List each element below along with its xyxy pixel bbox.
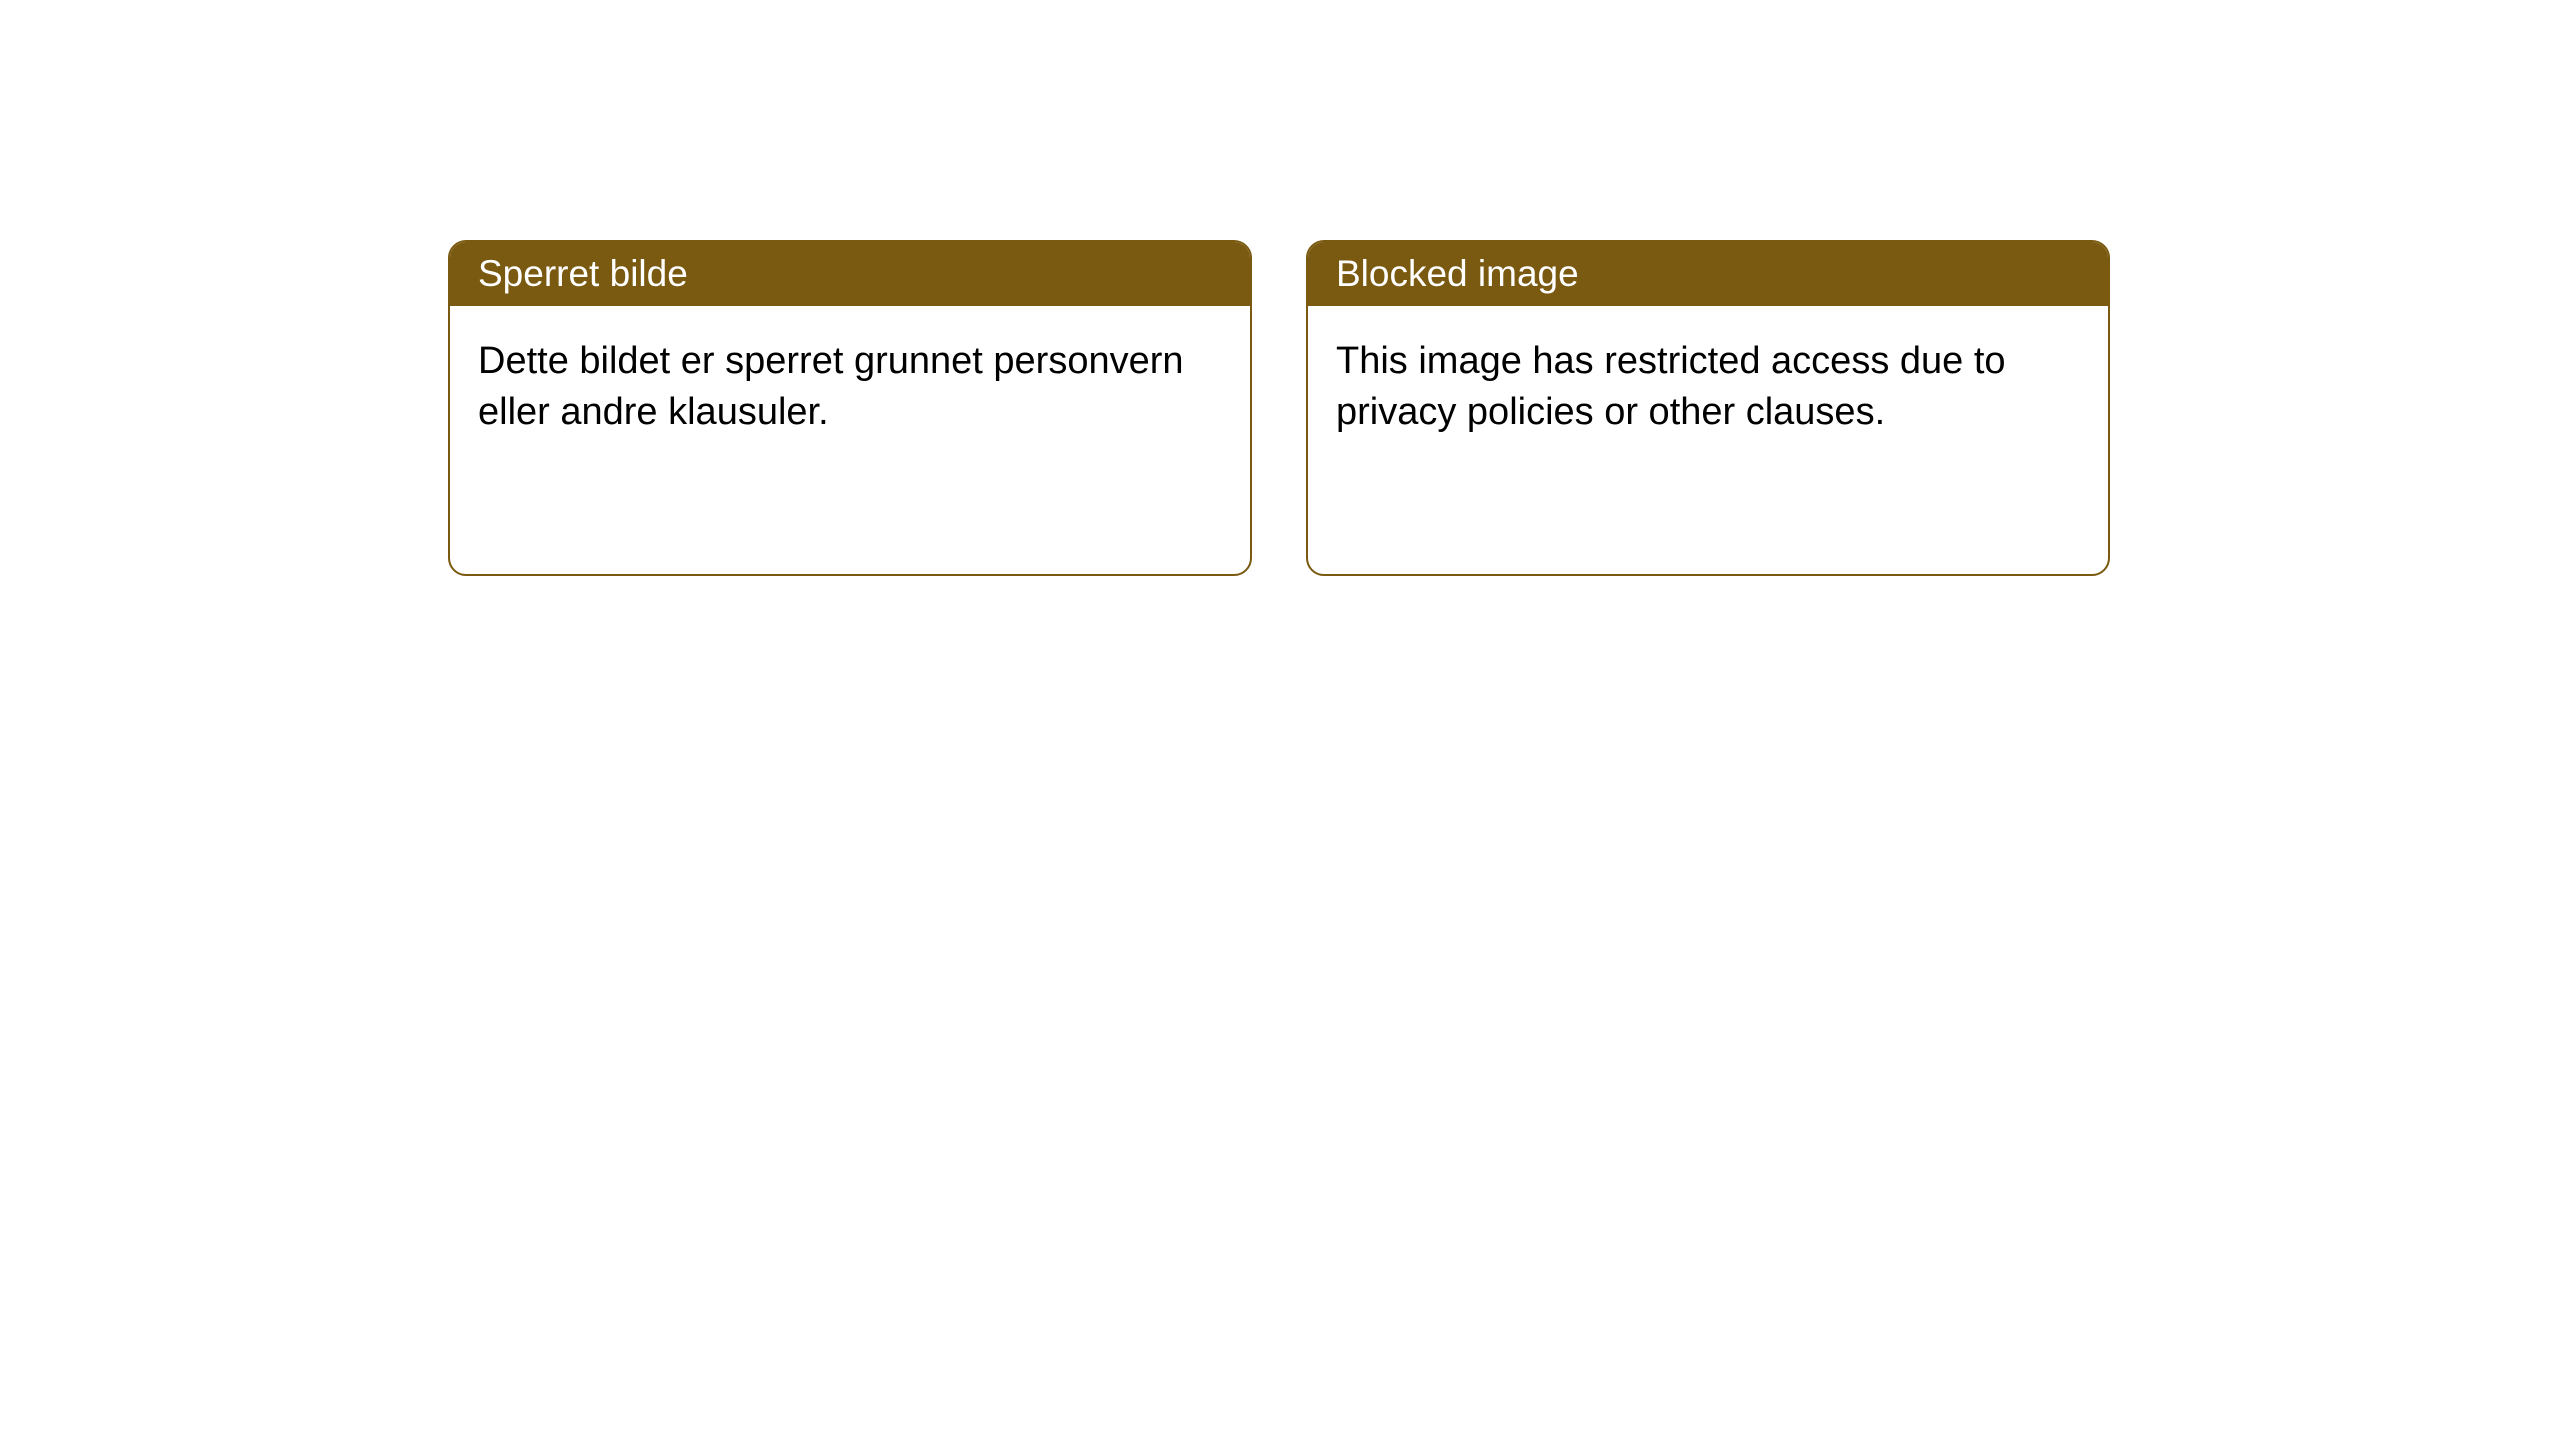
notice-body-norwegian: Dette bildet er sperret grunnet personve…	[450, 306, 1250, 469]
notice-body-english: This image has restricted access due to …	[1308, 306, 2108, 469]
notice-title-english: Blocked image	[1308, 242, 2108, 306]
notice-container: Sperret bilde Dette bildet er sperret gr…	[0, 0, 2560, 576]
notice-card-norwegian: Sperret bilde Dette bildet er sperret gr…	[448, 240, 1252, 576]
notice-card-english: Blocked image This image has restricted …	[1306, 240, 2110, 576]
notice-title-norwegian: Sperret bilde	[450, 242, 1250, 306]
